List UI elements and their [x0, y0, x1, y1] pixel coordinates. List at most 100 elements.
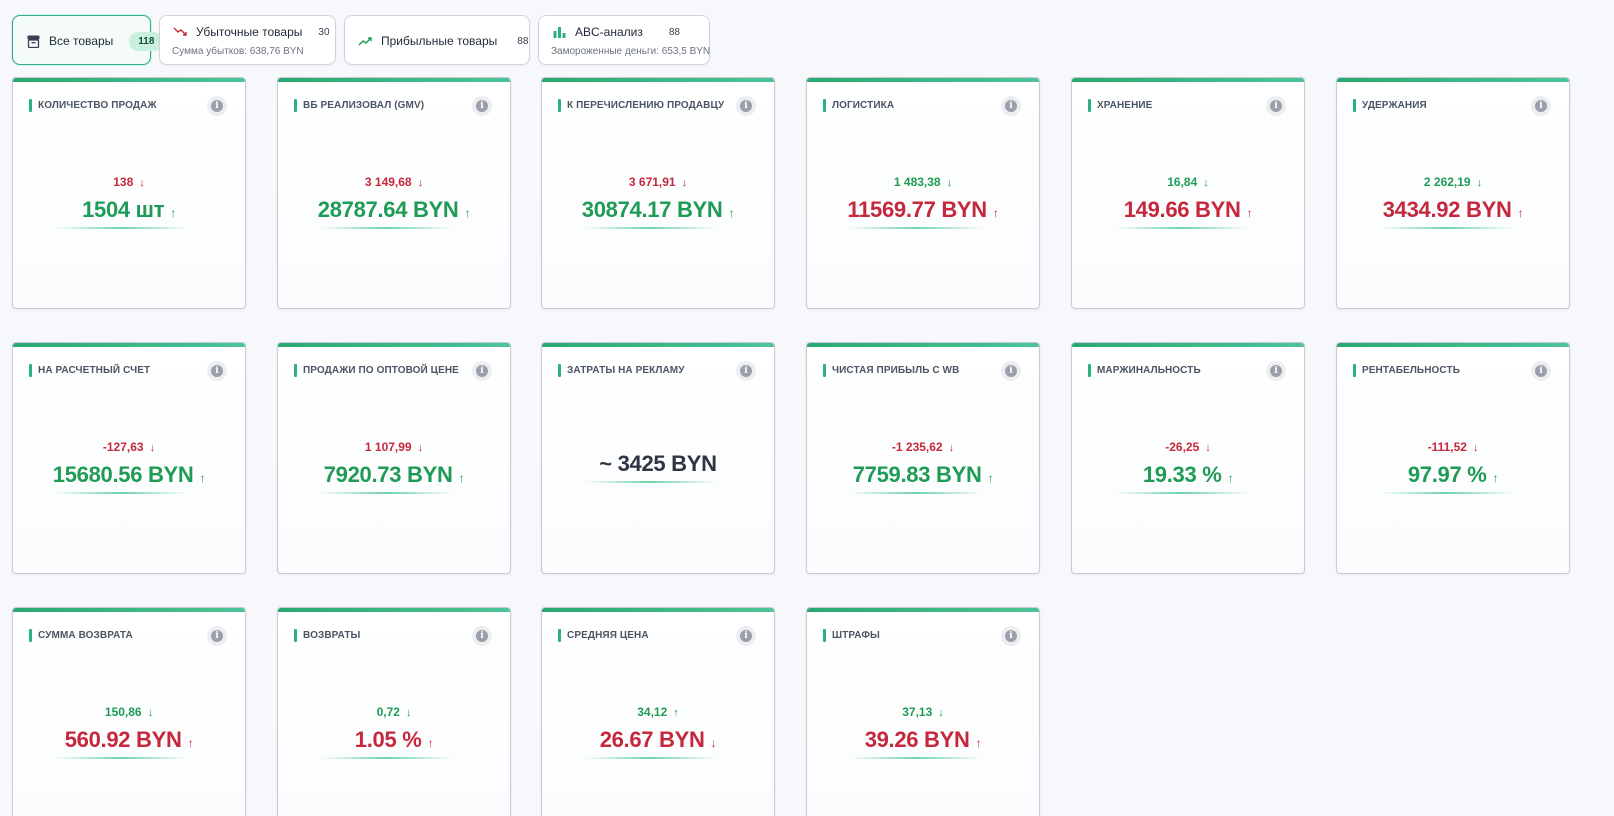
frozen-money-text: Замороженные деньги: 653,5 BYN — [551, 46, 711, 57]
metric-delta: 2 262,19 ↓ — [1337, 175, 1569, 189]
tab-profit-products[interactable]: Прибыльные товары 88 — [344, 15, 530, 65]
value-underline — [1114, 492, 1248, 494]
info-icon: i — [1005, 100, 1017, 112]
info-button[interactable]: i — [472, 96, 492, 116]
main-value: 39.26 BYN — [864, 727, 970, 752]
title-accent-bar — [823, 364, 826, 377]
arrow-up-icon: ↑ — [464, 206, 471, 220]
metric-card: ЧИСТАЯ ПРИБЫЛЬ С WB i -1 235,62 ↓ 7759.83… — [806, 342, 1040, 574]
arrow-down-icon: ↓ — [417, 442, 424, 454]
metric-card: РЕНТАБЕЛЬНОСТЬ i -111,52 ↓ 97.97 % ↑ — [1336, 342, 1570, 574]
info-button[interactable]: i — [736, 96, 756, 116]
arrow-down-icon: ↓ — [938, 707, 944, 719]
info-icon: i — [211, 630, 223, 642]
metric-value: 3434.92 BYN ↑ — [1337, 197, 1569, 223]
info-button[interactable]: i — [472, 626, 492, 646]
trend-down-icon — [172, 24, 188, 40]
metric-title: ЧИСТАЯ ПРИБЫЛЬ С WB — [832, 365, 960, 376]
delta-value: 16,84 — [1167, 175, 1198, 189]
tab-loss-products[interactable]: Убыточные товары 30 Сумма убытков: 638,7… — [159, 15, 336, 65]
tab-label: Все товары — [49, 34, 114, 48]
arrow-down-icon: ↓ — [710, 736, 717, 750]
arrow-down-icon: ↓ — [1476, 177, 1483, 189]
info-icon: i — [1535, 100, 1547, 112]
value-underline — [320, 492, 454, 494]
title-accent-bar — [823, 99, 826, 112]
title-accent-bar — [1353, 364, 1356, 377]
arrow-up-icon: ↑ — [1517, 206, 1524, 220]
info-button[interactable]: i — [1531, 361, 1551, 381]
arrow-up-icon: ↑ — [728, 206, 735, 220]
main-value: 11569.77 BYN — [847, 197, 987, 222]
delta-value: 138 — [113, 175, 134, 189]
bar-chart-icon — [551, 24, 567, 40]
info-icon: i — [476, 630, 488, 642]
metric-title: УДЕРЖАНИЯ — [1362, 100, 1427, 111]
arrow-down-icon: ↓ — [139, 177, 145, 189]
info-button[interactable]: i — [736, 626, 756, 646]
info-button[interactable]: i — [207, 626, 227, 646]
title-accent-bar — [823, 629, 826, 642]
tab-all-products[interactable]: Все товары 118 — [12, 15, 164, 65]
arrow-up-icon: ↑ — [170, 206, 176, 220]
info-button[interactable]: i — [1001, 361, 1021, 381]
info-button[interactable]: i — [1001, 626, 1021, 646]
metric-title: СУММА ВОЗВРАТА — [38, 630, 133, 641]
metric-value: 7920.73 BYN ↑ — [278, 462, 510, 488]
info-button[interactable]: i — [1266, 96, 1286, 116]
metric-card: МАРЖИНАЛЬНОСТЬ i -26,25 ↓ 19.33 % ↑ — [1071, 342, 1305, 574]
metric-value: 26.67 BYN ↓ — [542, 727, 774, 753]
metric-delta: 3 149,68 ↓ — [278, 175, 510, 189]
info-button[interactable]: i — [472, 361, 492, 381]
main-value: 3434.92 BYN — [1382, 197, 1512, 222]
arrow-down-icon: ↓ — [405, 707, 412, 719]
info-button[interactable]: i — [1531, 96, 1551, 116]
arrow-up-icon: ↑ — [992, 206, 999, 220]
metric-delta: 138 ↓ — [13, 175, 245, 189]
metric-delta: -127,63 ↓ — [13, 440, 245, 454]
info-icon: i — [740, 630, 752, 642]
value-underline — [584, 481, 718, 483]
metric-value: 1504 шт ↑ — [13, 197, 245, 223]
arrow-up-icon: ↑ — [427, 736, 434, 750]
info-button[interactable]: i — [1001, 96, 1021, 116]
metric-card: ЗАТРАТЫ НА РЕКЛАМУ i ~ 3425 BYN — [541, 342, 775, 574]
info-button[interactable]: i — [207, 96, 227, 116]
arrow-down-icon: ↓ — [147, 707, 154, 719]
arrow-down-icon: ↓ — [417, 177, 424, 189]
metric-title: ПРОДАЖИ ПО ОПТОВОЙ ЦЕНЕ — [303, 365, 459, 376]
metric-delta: 1 483,38 ↓ — [807, 175, 1039, 189]
metric-delta: -1 235,62 ↓ — [807, 440, 1039, 454]
delta-value: 2 262,19 — [1423, 175, 1471, 189]
info-button[interactable]: i — [736, 361, 756, 381]
main-value: 30874.17 BYN — [581, 197, 723, 222]
metric-delta: -26,25 ↓ — [1072, 440, 1304, 454]
arrow-down-icon: ↓ — [1203, 177, 1209, 189]
info-button[interactable]: i — [207, 361, 227, 381]
delta-value: 34,12 — [637, 705, 668, 719]
main-value: 19.33 % — [1142, 462, 1222, 487]
main-value: 1504 шт — [82, 197, 165, 222]
arrow-down-icon: ↓ — [149, 442, 156, 454]
title-accent-bar — [294, 629, 297, 642]
main-value: 149.66 BYN — [1123, 197, 1241, 222]
info-icon: i — [211, 100, 223, 112]
info-icon: i — [1270, 365, 1282, 377]
metric-value: 11569.77 BYN ↑ — [807, 197, 1039, 223]
tab-count: 30 — [318, 26, 330, 38]
info-icon: i — [1535, 365, 1547, 377]
main-value: ~ 3425 BYN — [599, 451, 717, 476]
metric-card: ШТРАФЫ i 37,13 ↓ 39.26 BYN ↑ — [806, 607, 1040, 816]
metric-delta: 16,84 ↓ — [1072, 175, 1304, 189]
info-button[interactable]: i — [1266, 361, 1286, 381]
main-value: 28787.64 BYN — [317, 197, 459, 222]
title-accent-bar — [558, 629, 561, 642]
value-underline — [55, 227, 189, 229]
tab-abc-analysis[interactable]: ABC-анализ 88 Замороженные деньги: 653,5… — [538, 15, 710, 65]
trend-up-icon — [357, 33, 373, 49]
arrow-down-icon: ↓ — [1205, 442, 1211, 454]
metric-delta: 37,13 ↓ — [807, 705, 1039, 719]
title-accent-bar — [1088, 99, 1091, 112]
info-icon: i — [1005, 365, 1017, 377]
value-underline — [1114, 227, 1248, 229]
